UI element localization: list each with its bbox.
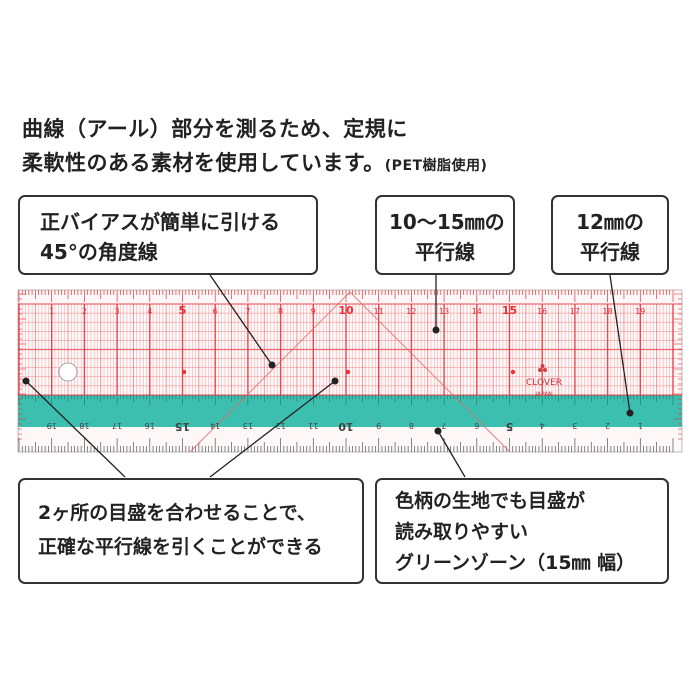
leader-line — [437, 430, 466, 478]
top-number: 16 — [537, 307, 547, 316]
bottom-number: 13 — [243, 421, 253, 430]
ruler-origin-label: JAPAN — [534, 391, 553, 398]
green-zone — [18, 395, 682, 427]
top-number: 10 — [338, 304, 354, 317]
leader-dot — [331, 377, 339, 385]
top-number: 2 — [82, 307, 87, 316]
callout-two-point-align: 2ヶ所の目盛を合わせることで、 正確な平行線を引くことができる — [18, 478, 364, 584]
callout-parallel-12-line-2: 平行線 — [580, 240, 640, 264]
leader-dot — [432, 326, 440, 334]
intro-line-1: 曲線（アール）部分を測るため、定規に — [22, 117, 408, 141]
callout-parallel-12: 12㎜の 平行線 — [551, 195, 669, 275]
callout-parallel-10-15-line-2: 平行線 — [415, 240, 475, 264]
top-number: 5 — [179, 304, 187, 317]
bottom-number: 10 — [338, 420, 354, 433]
callout-bias-line-2: 45°の角度線 — [40, 240, 158, 264]
top-number: 9 — [311, 307, 316, 316]
top-number: 13 — [439, 307, 449, 316]
leader-line — [209, 380, 336, 478]
leader-line — [25, 380, 126, 478]
callout-green-zone: 色柄の生地でも目盛が 読み取りやすい グリーンゾーン（15㎜ 幅） — [375, 478, 669, 584]
top-number: 18 — [603, 307, 613, 316]
bottom-number: 12 — [276, 421, 286, 430]
intro-line-2-main: 柔軟性のある素材を使用しています。 — [22, 151, 385, 175]
callout-bias-45: 正バイアスが簡単に引ける 45°の角度線 — [18, 195, 318, 275]
clover-logo-icon — [540, 364, 545, 368]
ruler-brand-label: CLOVER — [526, 378, 562, 388]
bias-line-45-a — [189, 291, 351, 453]
top-number: 4 — [147, 307, 152, 316]
bottom-number: 4 — [540, 421, 545, 430]
intro-text: 曲線（アール）部分を測るため、定規に 柔軟性のある素材を使用しています。(PET… — [22, 112, 487, 183]
callout-parallel-10-15-line-1: 10～15㎜の — [389, 210, 505, 234]
leader-dot — [626, 409, 634, 417]
bottom-number: 5 — [506, 420, 514, 433]
bottom-number: 14 — [210, 421, 220, 430]
top-number: 8 — [278, 307, 283, 316]
callout-align-line-1: 2ヶ所の目盛を合わせることで、 — [38, 502, 316, 524]
top-number: 17 — [570, 307, 580, 316]
intro-line-2-note: (PET樹脂使用) — [384, 158, 488, 174]
leader-dot — [22, 377, 30, 385]
clover-logo-icon — [538, 368, 542, 372]
bottom-number: 17 — [112, 421, 122, 430]
leader-line — [209, 274, 273, 366]
bottom-number: 18 — [79, 421, 89, 430]
bottom-number: 19 — [47, 421, 57, 430]
red-marker-dot — [345, 369, 351, 375]
top-number: 19 — [635, 307, 645, 316]
top-number: 11 — [374, 307, 384, 316]
intro-line-2: 柔軟性のある素材を使用しています。(PET樹脂使用) — [22, 146, 487, 183]
bottom-number: 11 — [308, 421, 318, 430]
callout-green-line-1: 色柄の生地でも目盛が — [395, 490, 586, 512]
callout-green-line-2: 読み取りやすい — [395, 521, 529, 543]
bottom-number: 1 — [638, 421, 643, 430]
top-number: 7 — [245, 307, 250, 316]
clover-logo-icon — [543, 368, 547, 372]
bottom-number: 6 — [474, 421, 479, 430]
leader-dot — [434, 427, 442, 435]
callout-parallel-12-line-1: 12㎜の — [576, 210, 644, 234]
top-number: 3 — [115, 307, 120, 316]
callout-bias-line-1: 正バイアスが簡単に引ける — [40, 210, 280, 234]
callout-green-line-3: グリーンゾーン（15㎜ 幅） — [395, 552, 636, 574]
top-number: 6 — [213, 307, 218, 316]
bottom-number: 7 — [442, 421, 447, 430]
top-number: 1 — [49, 307, 54, 316]
leader-line — [609, 274, 631, 414]
red-marker-dot — [510, 369, 516, 375]
bias-line-45-b — [349, 291, 511, 453]
red-marker-dot — [181, 369, 187, 375]
bottom-number: 16 — [145, 421, 155, 430]
bottom-number: 8 — [409, 421, 414, 430]
hanging-hole — [58, 362, 78, 382]
bottom-number: 3 — [572, 421, 577, 430]
bottom-number: 9 — [376, 421, 381, 430]
top-number: 12 — [406, 307, 416, 316]
callout-align-line-2: 正確な平行線を引くことができる — [38, 536, 323, 558]
callout-parallel-10-15: 10～15㎜の 平行線 — [375, 195, 515, 275]
bottom-number: 15 — [175, 420, 190, 433]
bottom-number: 2 — [605, 421, 610, 430]
top-number: 15 — [502, 304, 517, 317]
top-number: 14 — [472, 307, 482, 316]
leader-dot — [268, 361, 276, 369]
